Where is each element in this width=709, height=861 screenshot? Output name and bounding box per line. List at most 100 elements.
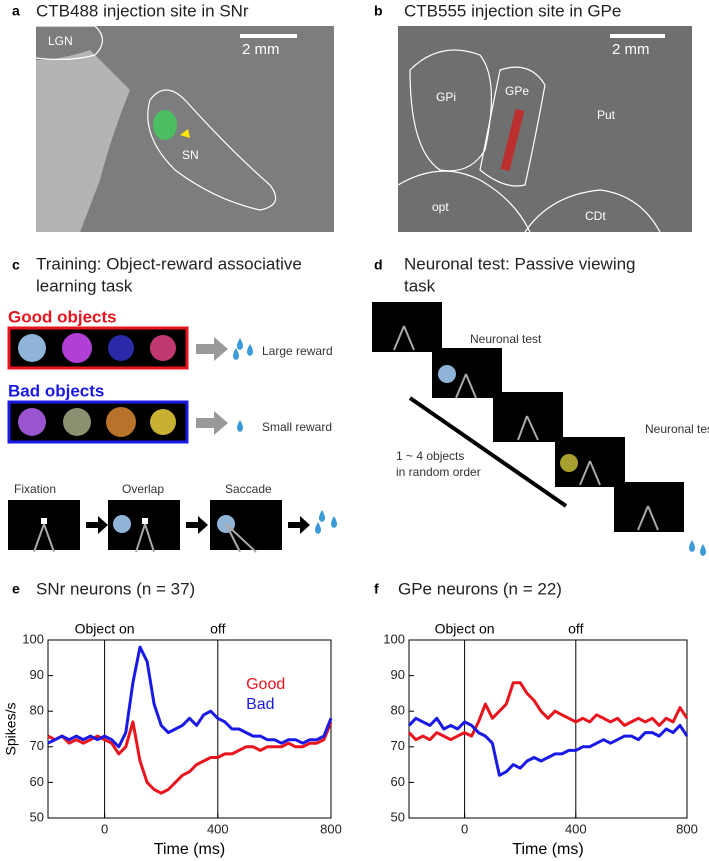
series-line (47, 720, 333, 795)
outline (479, 66, 546, 187)
x-tick-label: 0 (101, 821, 108, 836)
reward-label: Small reward (262, 420, 332, 434)
panel-letter: b (374, 3, 383, 19)
plot-frame (408, 639, 688, 819)
water-drop (233, 338, 253, 360)
outline (409, 49, 493, 172)
outline (147, 89, 277, 211)
object (150, 409, 176, 435)
y-tick-label: 90 (391, 667, 405, 682)
y-tick-label: 100 (22, 631, 44, 646)
x-tick-label: 0 (461, 821, 468, 836)
tissue-region (36, 50, 130, 232)
step-label: Saccade (225, 482, 272, 496)
panel-letter: c (12, 257, 20, 273)
panel-letter: e (12, 581, 20, 597)
y-tick-label: 80 (30, 703, 44, 718)
group-label: Bad objects (8, 381, 104, 400)
screen (372, 302, 442, 352)
x-tick-label: 400 (565, 821, 587, 836)
note: in random order (396, 465, 481, 479)
fixation-point (142, 518, 148, 524)
sequence-line (408, 396, 568, 508)
region-label: LGN (48, 34, 73, 48)
arrow (196, 411, 228, 435)
test-label: Neuronal test (645, 422, 709, 436)
object (62, 333, 92, 363)
object (63, 408, 91, 436)
y-tick-label: 50 (30, 809, 44, 824)
panel-title: learning task (36, 276, 133, 295)
event-label: off (568, 621, 583, 637)
test-label: Neuronal test (470, 332, 542, 346)
region-label: Put (597, 108, 616, 122)
water-drop (315, 510, 337, 534)
legend-entry: Good (246, 676, 285, 693)
panel-title: Training: Object-reward associative (36, 254, 302, 273)
y-tick-label: 50 (391, 809, 405, 824)
outline (35, 25, 104, 61)
water-drop (689, 540, 706, 556)
region-label: CDt (585, 209, 606, 223)
injection-site (153, 110, 177, 140)
y-tick-label: 60 (30, 774, 44, 789)
x-axis-label: Time (ms) (154, 841, 225, 858)
panel-letter: a (12, 3, 20, 19)
scale-label: 2 mm (612, 41, 650, 58)
gaze-line (33, 523, 257, 553)
outline (397, 170, 531, 233)
y-tick-label: 70 (30, 738, 44, 753)
step-label: Overlap (122, 482, 164, 496)
region-label: opt (432, 200, 449, 214)
fixation-point (41, 518, 47, 524)
panel-title: CTB488 injection site in SNr (36, 1, 249, 20)
x-tick-label: 400 (207, 821, 229, 836)
outline (524, 189, 661, 233)
panel-letter: d (374, 257, 383, 273)
arrow (86, 516, 310, 534)
object (18, 334, 46, 362)
y-tick-label: 60 (391, 774, 405, 789)
region-label: GPi (436, 90, 456, 104)
event-label: Object on (435, 621, 495, 637)
x-tick-label: 800 (320, 821, 342, 836)
note: 1 ~ 4 objects (396, 449, 464, 463)
scale-label: 2 mm (242, 41, 280, 58)
gaze-line (393, 325, 659, 531)
panel-title: Neuronal test: Passive viewing (404, 254, 636, 273)
object (18, 408, 46, 436)
object (106, 407, 136, 437)
series-line (47, 645, 333, 749)
y-tick-label: 100 (383, 631, 405, 646)
object (560, 454, 578, 472)
region-label: SN (182, 148, 199, 162)
chart-title: SNr neurons (n = 37) (36, 579, 195, 598)
micrograph (398, 26, 692, 232)
y-tick-label: 80 (391, 703, 405, 718)
panel-title: CTB555 injection site in GPe (404, 1, 621, 20)
object (438, 365, 456, 383)
chart-title: GPe neurons (n = 22) (398, 579, 562, 598)
group-label: Good objects (8, 307, 117, 326)
panel-title: task (404, 276, 436, 295)
water-drop (237, 420, 243, 432)
plot-frame (47, 639, 332, 819)
event-label: off (210, 621, 225, 637)
panel-letter: f (374, 581, 379, 597)
region-label: GPe (505, 84, 529, 98)
x-tick-label: 800 (676, 821, 698, 836)
reward-label: Large reward (262, 344, 333, 358)
injection-site (500, 108, 525, 172)
x-axis-label: Time (ms) (512, 841, 583, 858)
y-tick-label: 70 (391, 738, 405, 753)
step-label: Fixation (14, 482, 56, 496)
object (108, 335, 134, 361)
series-line (407, 716, 689, 777)
object (150, 335, 176, 361)
arrow (196, 337, 228, 361)
y-tick-label: 90 (30, 667, 44, 682)
legend-entry: Bad (246, 696, 274, 713)
marker (180, 129, 190, 138)
series-line (407, 681, 689, 742)
